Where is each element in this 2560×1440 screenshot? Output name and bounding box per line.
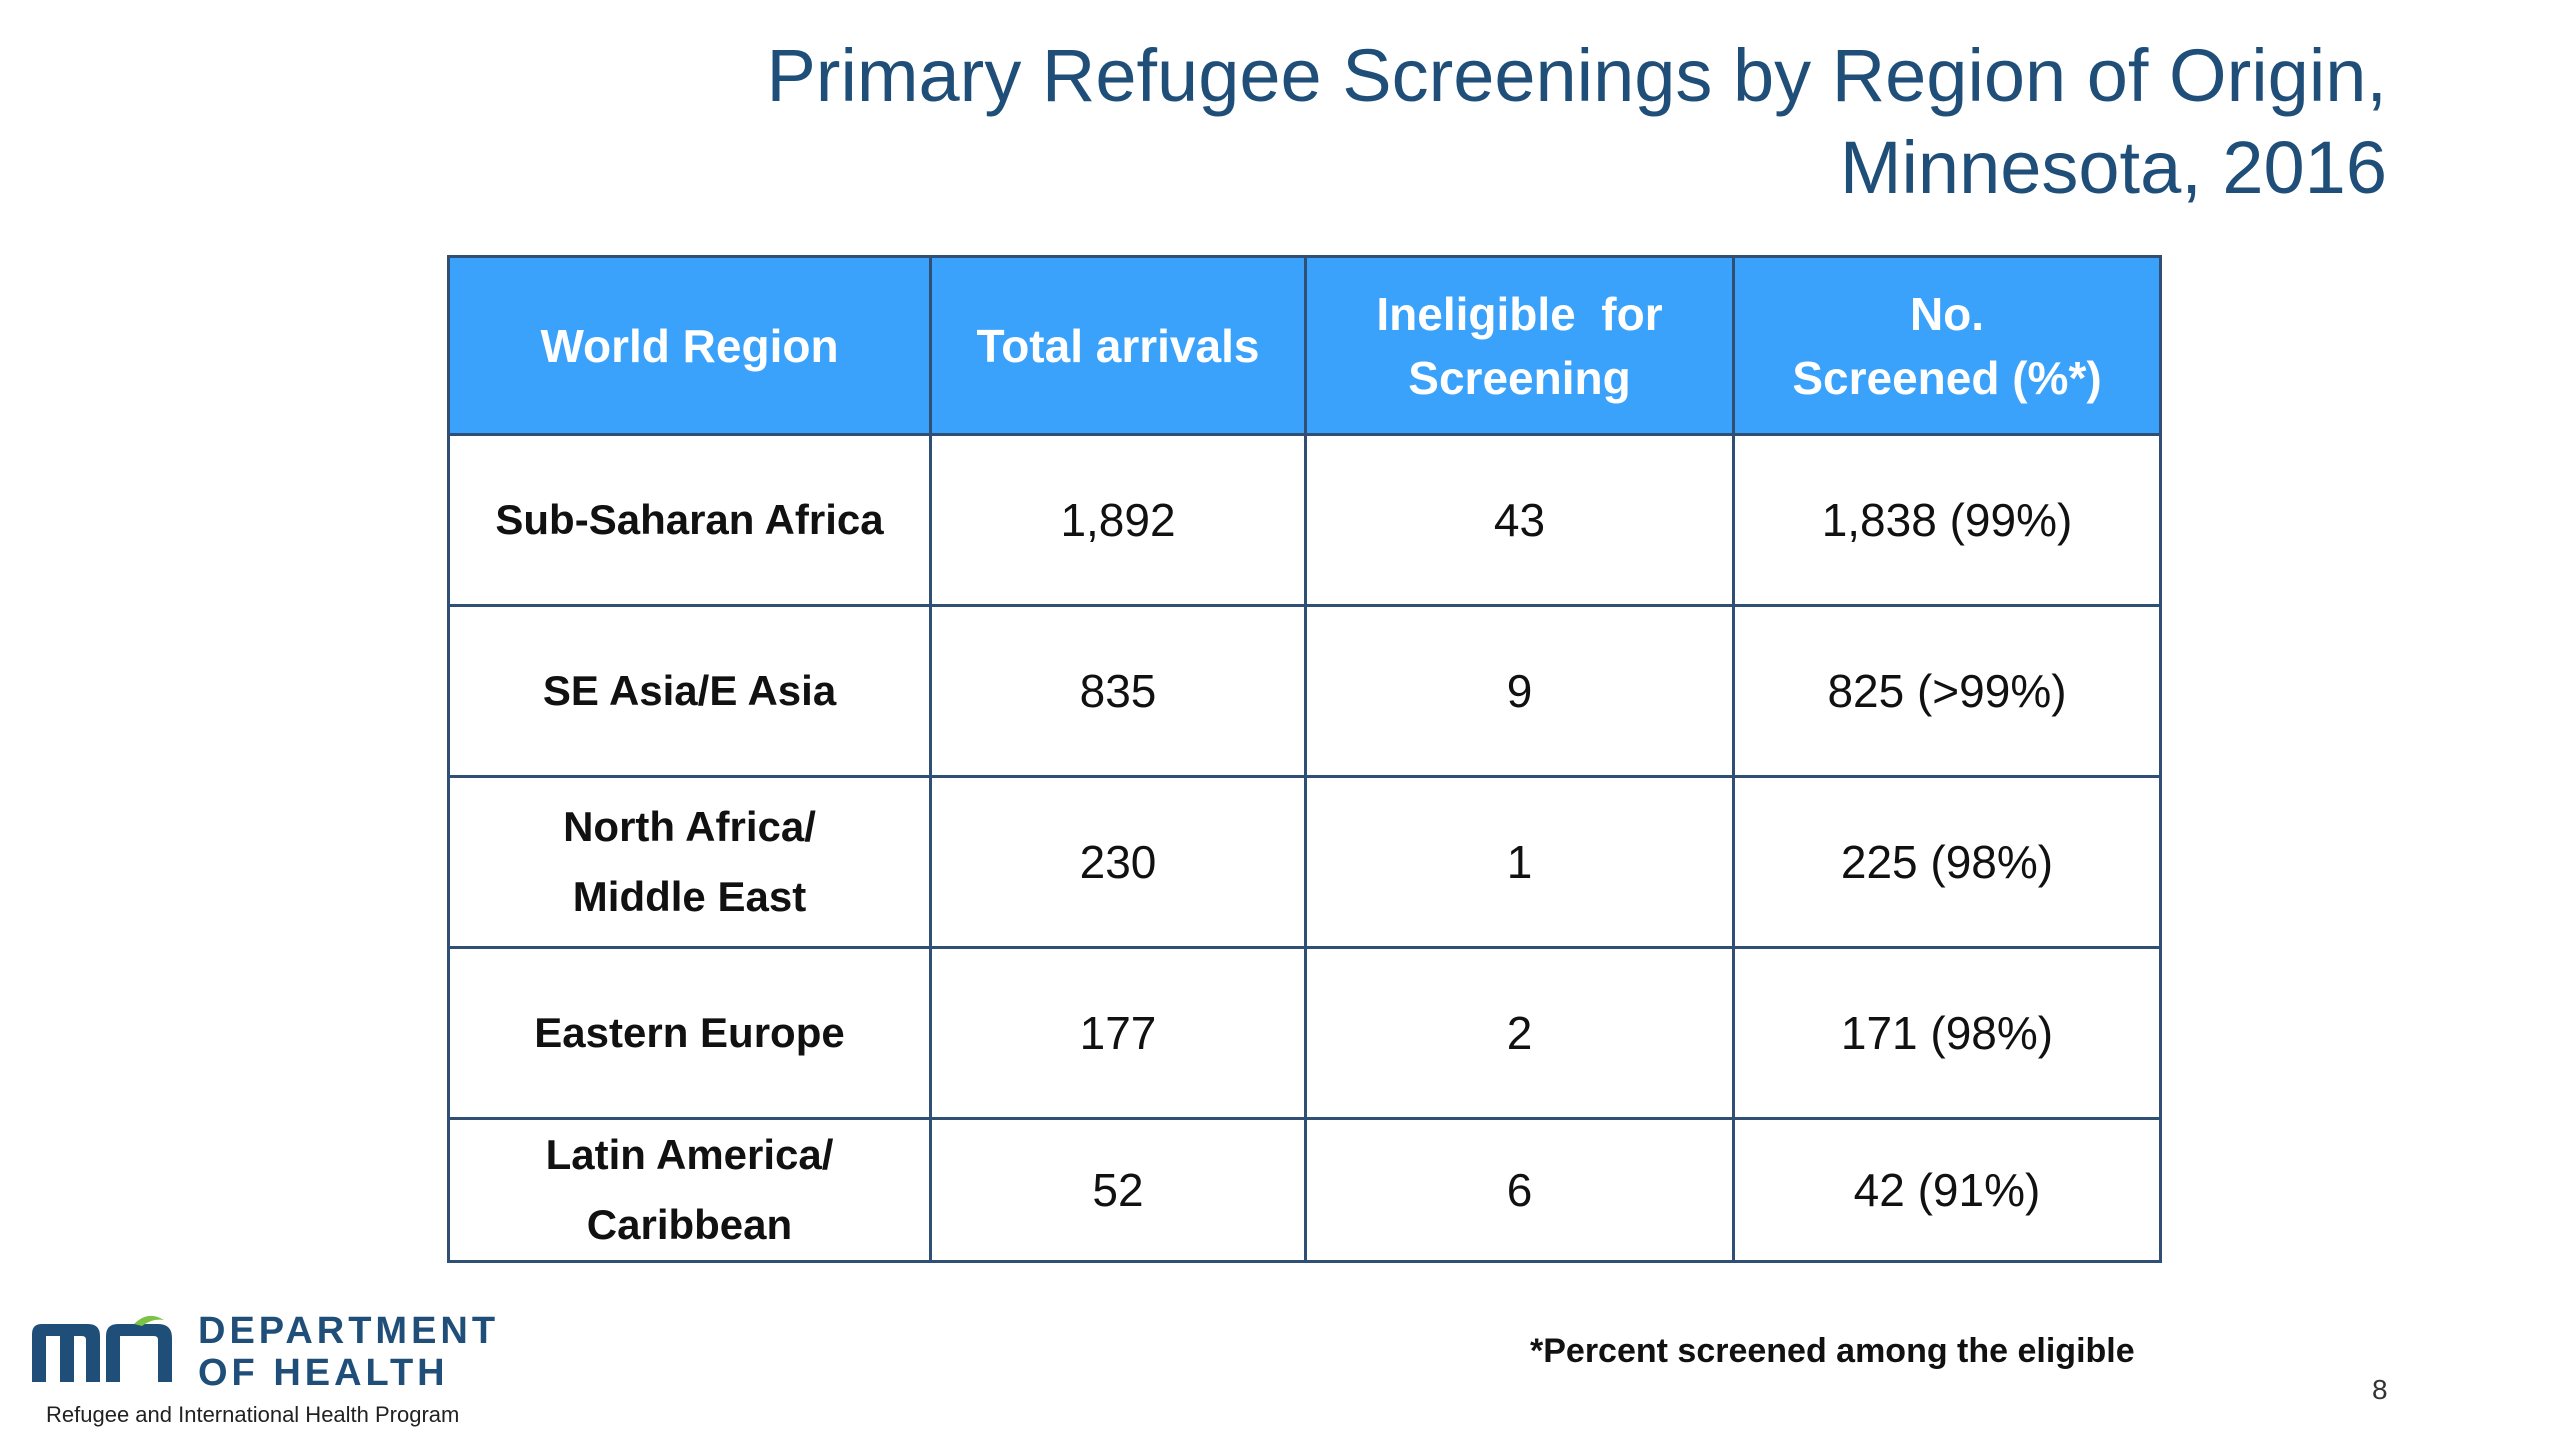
- table-row: Sub-Saharan Africa 1,892 43 1,838 (99%): [447, 433, 2162, 607]
- title-line-2: Minnesota, 2016: [1839, 126, 2387, 209]
- header-total-arrivals: Total arrivals: [929, 255, 1307, 436]
- ineligible-cell: 9: [1304, 604, 1735, 778]
- screened-cell: 42 (91%): [1732, 1117, 2162, 1263]
- region-line-1: North Africa/: [563, 803, 816, 850]
- region-line-1: Latin America/: [545, 1131, 834, 1178]
- region-line-1: Sub-Saharan Africa: [495, 496, 884, 543]
- region-line-2: Caribbean: [586, 1201, 793, 1248]
- header-screened-line-2: Screened (%*): [1792, 351, 2102, 404]
- region-cell: North Africa/ Middle East: [447, 775, 932, 949]
- header-world-region: World Region: [447, 255, 932, 436]
- table-row: SE Asia/E Asia 835 9 825 (>99%): [447, 604, 2162, 778]
- ineligible-cell: 43: [1304, 433, 1735, 607]
- region-cell: Latin America/ Caribbean: [447, 1117, 932, 1263]
- page-number: 8: [2372, 1374, 2388, 1405]
- title-line-1: Primary Refugee Screenings by Region of …: [766, 34, 2387, 117]
- logo-line-2: OF HEALTH: [198, 1352, 449, 1394]
- region-cell: Eastern Europe: [447, 946, 932, 1120]
- region-line-2: Middle East: [572, 873, 807, 920]
- ineligible-cell: 1: [1304, 775, 1735, 949]
- table-header-row: World Region Total arrivals Ineligible f…: [447, 255, 2162, 436]
- mn-department-of-health-logo: DEPARTMENT OF HEALTH Refugee and Interna…: [30, 1310, 495, 1430]
- screened-cell: 1,838 (99%): [1732, 433, 2162, 607]
- logo-line-1: DEPARTMENT: [198, 1310, 500, 1352]
- logo-text: DEPARTMENT OF HEALTH: [198, 1310, 499, 1394]
- screenings-table: World Region Total arrivals Ineligible f…: [447, 255, 2162, 1263]
- arrivals-cell: 230: [929, 775, 1307, 949]
- footnote: *Percent screened among the eligible: [1530, 1332, 2135, 1370]
- region-cell: SE Asia/E Asia: [447, 604, 932, 778]
- arrivals-cell: 835: [929, 604, 1307, 778]
- header-ineligible-line-1: Ineligible for: [1376, 287, 1663, 340]
- arrivals-cell: 177: [929, 946, 1307, 1120]
- header-ineligible-line-2: Screening: [1408, 351, 1631, 404]
- region-cell: Sub-Saharan Africa: [447, 433, 932, 607]
- screened-cell: 825 (>99%): [1732, 604, 2162, 778]
- program-name: Refugee and International Health Program: [46, 1402, 460, 1427]
- slide-title: Primary Refugee Screenings by Region of …: [487, 30, 2387, 214]
- screened-cell: 225 (98%): [1732, 775, 2162, 949]
- table-row: Latin America/ Caribbean 52 6 42 (91%): [447, 1117, 2162, 1263]
- table-row: Eastern Europe 177 2 171 (98%): [447, 946, 2162, 1120]
- screened-cell: 171 (98%): [1732, 946, 2162, 1120]
- arrivals-cell: 52: [929, 1117, 1307, 1263]
- header-screened-line-1: No.: [1909, 287, 1985, 340]
- ineligible-cell: 2: [1304, 946, 1735, 1120]
- arrivals-cell: 1,892: [929, 433, 1307, 607]
- region-line-1: Eastern Europe: [534, 1009, 845, 1056]
- region-line-1: SE Asia/E Asia: [542, 667, 837, 714]
- ineligible-cell: 6: [1304, 1117, 1735, 1263]
- mn-logo-icon: [32, 1315, 172, 1382]
- header-ineligible: Ineligible for Screening: [1304, 255, 1735, 436]
- header-screened: No. Screened (%*): [1732, 255, 2162, 436]
- table-row: North Africa/ Middle East 230 1 225 (98%…: [447, 775, 2162, 949]
